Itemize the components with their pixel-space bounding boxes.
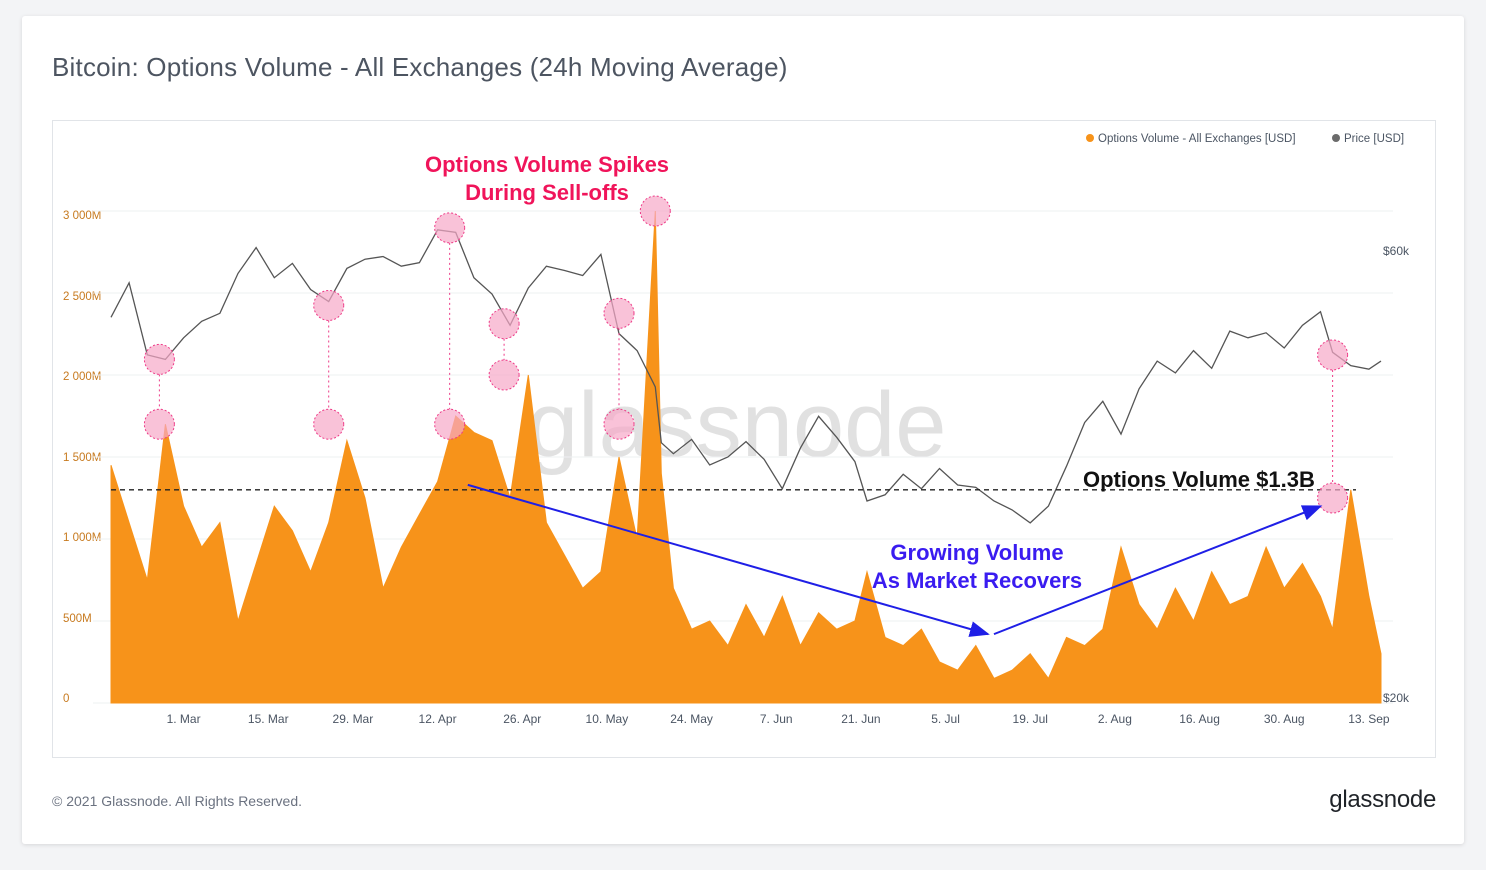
x-axis: 1. Mar 15. Mar 29. Mar 12. Apr 26. Apr 10. Ma…: [167, 712, 1390, 726]
chart-title: Bitcoin: Options Volume - All Exchanges …: [52, 52, 788, 82]
price-highlight-marker: [1317, 339, 1349, 371]
annotation-spikes-line2: During Sell-offs: [465, 180, 629, 205]
chart-svg: glassnode Options Volume - All Exchanges…: [63, 133, 1410, 726]
y-axis-left: 0 500M 1 000M 1 500M 2 000M 2 500M 3 000…: [63, 210, 101, 705]
copyright-text: © 2021 Glassnode. All Rights Reserved.: [52, 793, 303, 809]
y-tick-label: 0: [63, 693, 69, 705]
x-tick-label: 24. May: [670, 712, 713, 726]
x-tick-label: 19. Jul: [1013, 712, 1048, 726]
watermark: glassnode: [527, 374, 946, 476]
y-tick-label: 500M: [63, 613, 92, 625]
x-tick-label: 5. Jul: [931, 712, 960, 726]
x-tick-label: 7. Jun: [760, 712, 793, 726]
price-highlight-marker: [313, 289, 345, 321]
volume-highlight-marker: [488, 359, 520, 391]
price-highlight-marker: [603, 297, 635, 329]
annotation-level-label: Options Volume $1.3B: [1083, 467, 1315, 492]
x-tick-label: 26. Apr: [503, 712, 541, 726]
price-highlight-marker: [434, 212, 466, 244]
volume-highlight-marker: [143, 408, 175, 440]
x-tick-label: 10. May: [586, 712, 629, 726]
volume-highlight-marker: [603, 408, 635, 440]
chart-card: Bitcoin: Options Volume - All Exchanges …: [22, 16, 1464, 844]
x-tick-label: 29. Mar: [333, 712, 374, 726]
volume-highlight-marker: [1317, 482, 1349, 514]
highlight-markers: [143, 195, 1349, 514]
x-tick-label: 12. Apr: [419, 712, 457, 726]
y-right-tick-label: $20k: [1383, 691, 1410, 705]
trend-arrows: [467, 483, 1323, 637]
x-tick-label: 13. Sep: [1348, 712, 1390, 726]
y-tick-label: 1 000M: [63, 532, 101, 544]
chart-area: glassnode Options Volume - All Exchanges…: [52, 120, 1436, 758]
x-tick-label: 21. Jun: [841, 712, 880, 726]
price-highlight-marker: [143, 343, 175, 375]
trend-arrow: [993, 505, 1323, 636]
volume-area: [110, 210, 1382, 704]
y-tick-label: 1 500M: [63, 452, 101, 464]
volume-highlight-marker: [639, 195, 671, 227]
y-tick-label: 3 000M: [63, 210, 101, 222]
x-tick-label: 1. Mar: [167, 712, 201, 726]
legend-label-volume[interactable]: Options Volume - All Exchanges [USD]: [1098, 133, 1296, 145]
x-tick-label: 30. Aug: [1264, 712, 1305, 726]
legend: Options Volume - All Exchanges [USD] Pri…: [1086, 133, 1404, 145]
x-tick-label: 15. Mar: [248, 712, 289, 726]
x-tick-label: 16. Aug: [1179, 712, 1220, 726]
price-highlight-marker: [488, 308, 520, 340]
legend-marker-price: [1332, 134, 1340, 142]
annotation-growing-line1: Growing Volume: [890, 540, 1063, 565]
volume-highlight-marker: [313, 408, 345, 440]
y-right-tick-label: $60k: [1383, 244, 1410, 258]
volume-series: [110, 210, 1382, 704]
y-axis-right: $20k $60k: [1383, 244, 1410, 705]
legend-marker-volume: [1086, 134, 1094, 142]
trend-arrow: [467, 483, 990, 637]
y-tick-label: 2 000M: [63, 371, 101, 383]
x-tick-label: 2. Aug: [1098, 712, 1132, 726]
y-tick-label: 2 500M: [63, 291, 101, 303]
annotation-growing-line2: As Market Recovers: [872, 568, 1082, 593]
brand-logo: glassnode: [1329, 786, 1436, 813]
annotation-spikes-line1: Options Volume Spikes: [425, 152, 669, 177]
legend-label-price[interactable]: Price [USD]: [1344, 133, 1404, 145]
volume-highlight-marker: [434, 408, 466, 440]
